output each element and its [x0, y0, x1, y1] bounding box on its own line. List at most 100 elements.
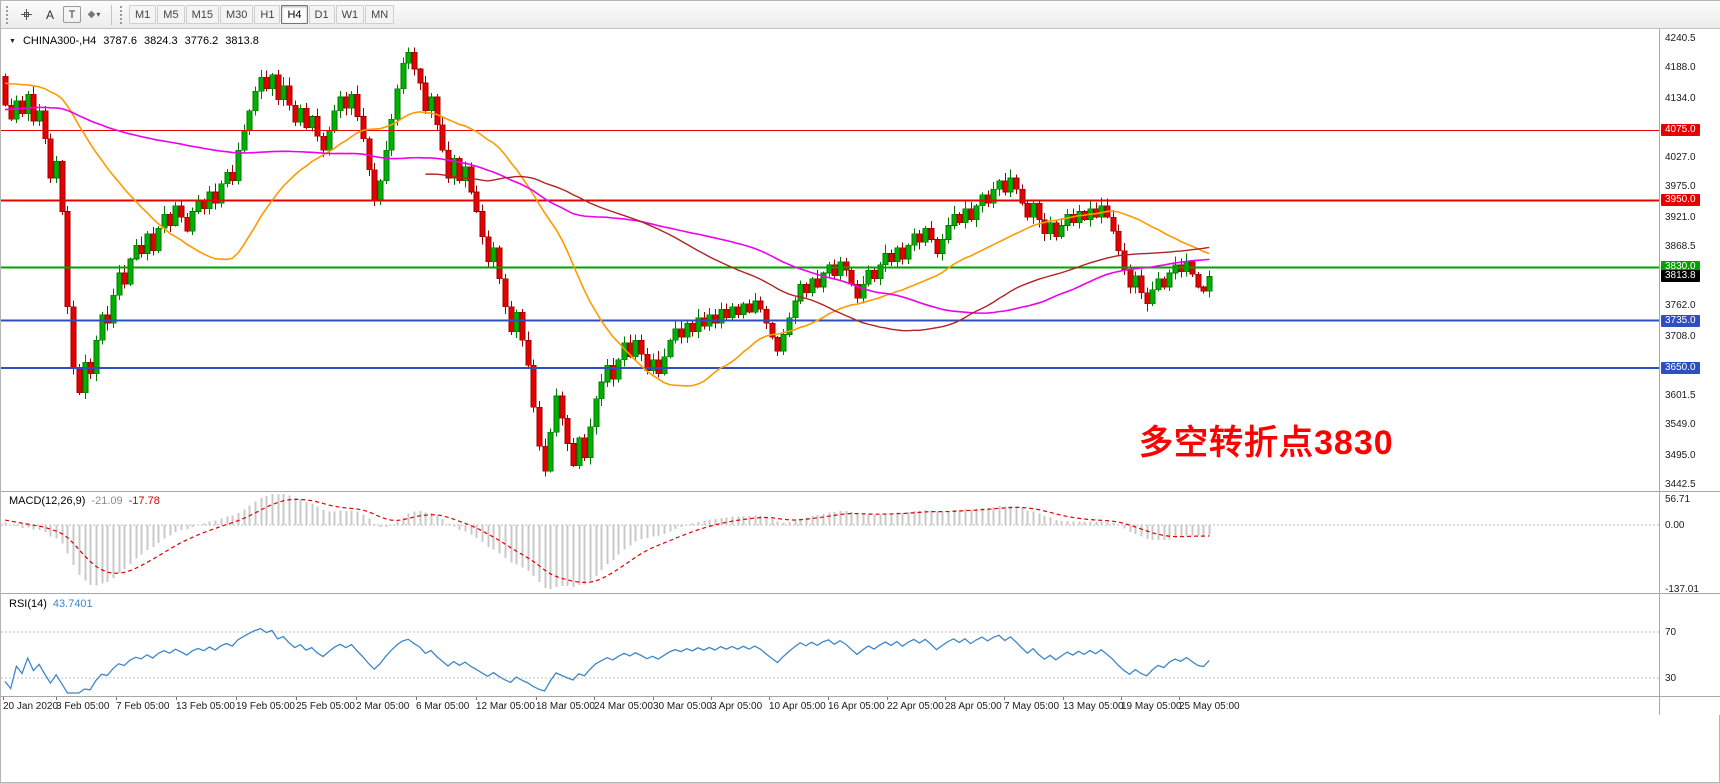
timeframe-button-h4[interactable]: H4 — [281, 5, 308, 24]
time-axis-tick — [769, 697, 770, 700]
price-axis-label: 3868.5 — [1665, 240, 1696, 252]
time-axis[interactable]: 20 Jan 2020 3 Feb 05:00 7 Feb 05:00 13 Feb … — [1, 697, 1659, 715]
price-axis-label: 3762.0 — [1665, 300, 1696, 312]
timeframe-toolbar: M1 M5 M15 M30 H1 H4 D1 W1 MN — [129, 5, 395, 24]
price-level-badge: 3735.0 — [1661, 314, 1700, 327]
time-axis-tick — [945, 697, 946, 700]
rsi-name: RSI(14) — [9, 598, 47, 610]
panel-separator — [1, 696, 1720, 697]
time-axis-tick — [3, 697, 4, 700]
toolbar-grip[interactable] — [120, 5, 123, 24]
price-level-badge: 3650.0 — [1661, 362, 1700, 375]
chart-annotation-text: 多空转折点3830 — [1139, 424, 1394, 462]
ohlc-open: 3787.6 — [103, 35, 137, 47]
timeframe-button-mn[interactable]: MN — [365, 5, 395, 24]
timeframe-button-m1[interactable]: M1 — [129, 5, 157, 24]
macd-main-value: -21.09 — [91, 495, 123, 507]
time-axis-tick — [536, 697, 537, 700]
ohlc-close: 3813.8 — [225, 35, 259, 47]
price-axis-label: 3601.5 — [1665, 390, 1696, 402]
time-axis-label: 20 Jan 2020 — [3, 701, 59, 712]
price-axis-label: 56.71 — [1665, 493, 1691, 505]
price-axis-label: 0.00 — [1665, 520, 1685, 531]
price-level-badge: 3950.0 — [1661, 194, 1700, 207]
shapes-icon: ◆ — [87, 9, 96, 20]
time-axis-label: 19 Feb 05:00 — [236, 701, 295, 712]
time-axis-tick — [828, 697, 829, 700]
panel-separator[interactable] — [1, 593, 1720, 594]
axis-separator — [1659, 29, 1660, 715]
toolbar-separator — [111, 4, 112, 25]
price-axis-label: 3975.0 — [1665, 181, 1696, 193]
time-axis-tick — [1121, 697, 1122, 700]
price-axis-label: 4240.5 — [1665, 33, 1696, 44]
time-axis-tick — [711, 697, 712, 700]
time-axis-label: 3 Apr 05:00 — [711, 701, 763, 712]
rsi-label: RSI(14) 43.7401 — [9, 598, 93, 610]
toolbar-grip[interactable] — [6, 5, 9, 24]
crosshair-icon — [20, 9, 32, 20]
timeframe-button-h1[interactable]: H1 — [254, 5, 281, 24]
macd-indicator-canvas[interactable] — [1, 492, 1659, 592]
time-axis-label: 7 May 05:00 — [1004, 701, 1060, 712]
time-axis-tick — [176, 697, 177, 700]
time-axis-label: 28 Apr 05:00 — [945, 701, 1002, 712]
timeframe-button-m15[interactable]: M15 — [185, 5, 219, 24]
ohlc-low: 3776.2 — [184, 35, 219, 47]
chart-dropdown-icon: ▼ — [9, 37, 16, 45]
time-axis-label: 25 Feb 05:00 — [296, 701, 355, 712]
timeframe-button-m30[interactable]: M30 — [219, 5, 254, 24]
price-axis-label: 3549.0 — [1665, 419, 1696, 431]
time-axis-label: 30 Mar 05:00 — [653, 701, 712, 712]
price-level-badge: 3830.0 — [1661, 261, 1700, 274]
time-axis-tick — [356, 697, 357, 700]
time-axis-tick — [476, 697, 477, 700]
toolbar: A T ◆ ▾ M1 M5 M15 M30 H1 H4 D1 W1 MN — [1, 1, 1720, 29]
macd-signal-value: -17.78 — [128, 495, 160, 507]
crosshair-tool-button[interactable] — [15, 5, 37, 25]
price-axis-label: 3921.0 — [1665, 211, 1696, 223]
price-axis-label: -137.01 — [1665, 584, 1699, 595]
time-axis-tick — [236, 697, 237, 700]
time-axis-label: 2 Mar 05:00 — [356, 701, 410, 712]
price-axis-label: 3708.0 — [1665, 330, 1696, 342]
time-axis-tick — [1179, 697, 1180, 700]
price-axis-label: 4188.0 — [1665, 62, 1696, 74]
rsi-indicator-canvas[interactable] — [1, 594, 1659, 695]
price-chart-canvas[interactable] — [1, 29, 1659, 491]
panel-separator[interactable] — [1, 491, 1720, 492]
time-axis-label: 25 May 05:00 — [1179, 701, 1240, 712]
time-axis-tick — [1004, 697, 1005, 700]
price-level-badge: 4075.0 — [1661, 124, 1700, 137]
time-axis-label: 13 May 05:00 — [1063, 701, 1124, 712]
price-level-badge: 3813.8 — [1661, 270, 1700, 283]
price-axis-label: 3495.0 — [1665, 449, 1696, 461]
time-axis-tick — [56, 697, 57, 700]
timeframe-button-m5[interactable]: M5 — [157, 5, 185, 24]
time-axis-tick — [653, 697, 654, 700]
time-axis-label: 13 Feb 05:00 — [176, 701, 235, 712]
macd-label: MACD(12,26,9) -21.09 -17.78 — [9, 495, 160, 507]
time-axis-label: 24 Mar 05:00 — [594, 701, 653, 712]
time-axis-label: 7 Feb 05:00 — [116, 701, 170, 712]
time-axis-label: 6 Mar 05:00 — [416, 701, 470, 712]
time-axis-tick — [1063, 697, 1064, 700]
chart-title: ▼ CHINA300-,H4 3787.6 3824.3 3776.2 3813… — [9, 35, 259, 47]
time-axis-label: 19 May 05:00 — [1121, 701, 1182, 712]
ohlc-high: 3824.3 — [143, 35, 178, 47]
shapes-tool-button[interactable]: ◆ ▾ — [83, 5, 105, 25]
time-axis-label: 12 Mar 05:00 — [476, 701, 535, 712]
price-axis-label: 70 — [1665, 627, 1677, 638]
chevron-down-icon: ▾ — [96, 10, 101, 19]
timeframe-button-w1[interactable]: W1 — [335, 5, 365, 24]
price-axis[interactable]: 4240.5 4188.0 4134.0 4027.0 3975.0 3921.0 3868… — [1660, 29, 1720, 715]
timeframe-button-d1[interactable]: D1 — [308, 5, 335, 24]
time-axis-label: 16 Apr 05:00 — [828, 701, 885, 712]
time-axis-tick — [594, 697, 595, 700]
chart-symbol: CHINA300-,H4 — [22, 35, 97, 47]
price-axis-label: 3442.5 — [1665, 479, 1696, 490]
text-label-tool-button[interactable]: T — [63, 6, 81, 23]
text-tool-button[interactable]: A — [39, 5, 61, 25]
price-axis-label: 4134.0 — [1665, 92, 1696, 104]
